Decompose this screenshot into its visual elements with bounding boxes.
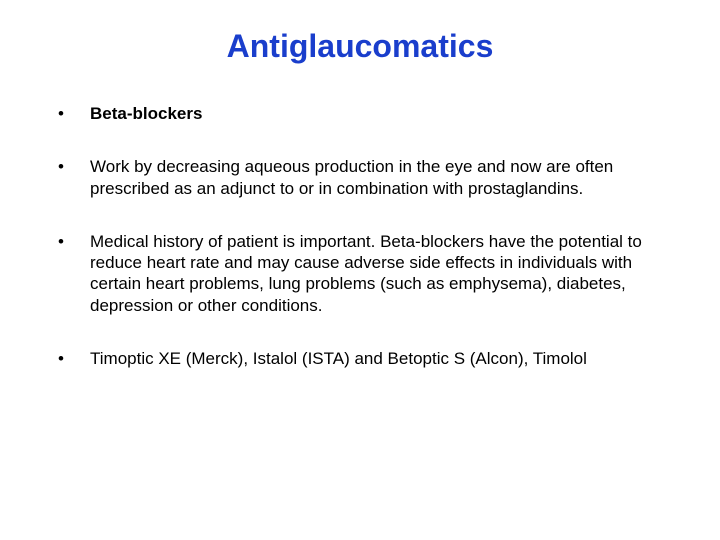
bullet-text: Timoptic XE (Merck), Istalol (ISTA) and …: [90, 349, 587, 368]
slide: Antiglaucomatics Beta-blockers Work by d…: [0, 0, 720, 540]
bullet-text: Medical history of patient is important.…: [90, 232, 642, 315]
bullet-list: Beta-blockers Work by decreasing aqueous…: [50, 103, 670, 369]
bullet-text: Work by decreasing aqueous production in…: [90, 157, 613, 197]
list-item: Medical history of patient is important.…: [50, 231, 670, 316]
list-item: Beta-blockers: [50, 103, 670, 124]
list-item: Work by decreasing aqueous production in…: [50, 156, 670, 199]
bullet-text: Beta-blockers: [90, 104, 202, 123]
list-item: Timoptic XE (Merck), Istalol (ISTA) and …: [50, 348, 670, 369]
slide-title: Antiglaucomatics: [50, 28, 670, 65]
